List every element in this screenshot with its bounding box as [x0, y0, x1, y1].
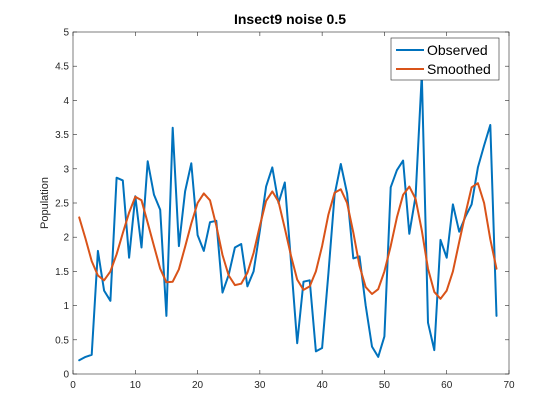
chart-title: Insect9 noise 0.5 — [234, 11, 346, 27]
y-tick-label: 3.5 — [55, 130, 69, 141]
y-tick-label: 3 — [63, 164, 69, 175]
y-tick-label: 0.5 — [55, 335, 69, 346]
y-tick-label: 4.5 — [55, 62, 69, 73]
x-tick-label: 30 — [254, 380, 266, 391]
x-tick-label: 70 — [503, 380, 515, 391]
y-tick-label: 1 — [63, 301, 69, 312]
plot-lines — [78, 73, 498, 362]
y-tick-label: 2 — [63, 233, 69, 244]
x-tick-label: 50 — [379, 380, 391, 391]
y-tick-label: 0 — [63, 370, 69, 381]
y-tick-label: 1.5 — [55, 267, 69, 278]
axes: 0 10 20 30 40 50 60 70 0 0.5 1 1.5 2 2.5 3 3.5 4 4.5 5 — [55, 28, 515, 392]
y-axis-label: Population — [39, 177, 51, 229]
x-tick-label: 20 — [192, 380, 204, 391]
legend-label-observed: Observed — [427, 42, 488, 58]
y-tick-label: 2.5 — [55, 199, 69, 210]
legend-label-smoothed: Smoothed — [427, 61, 491, 77]
legend: Observed Smoothed — [390, 37, 500, 81]
x-tick-label: 10 — [130, 380, 142, 391]
plot-area-box — [72, 31, 510, 375]
legend-box — [390, 37, 500, 81]
x-tick-label: 0 — [70, 380, 76, 391]
x-tick-label: 60 — [441, 380, 453, 391]
series-line-observed — [78, 73, 498, 362]
y-tick-label: 5 — [63, 28, 69, 39]
y-tick-label: 4 — [63, 96, 69, 107]
x-tick-label: 40 — [317, 380, 329, 391]
series-line-smoothed — [78, 182, 498, 300]
